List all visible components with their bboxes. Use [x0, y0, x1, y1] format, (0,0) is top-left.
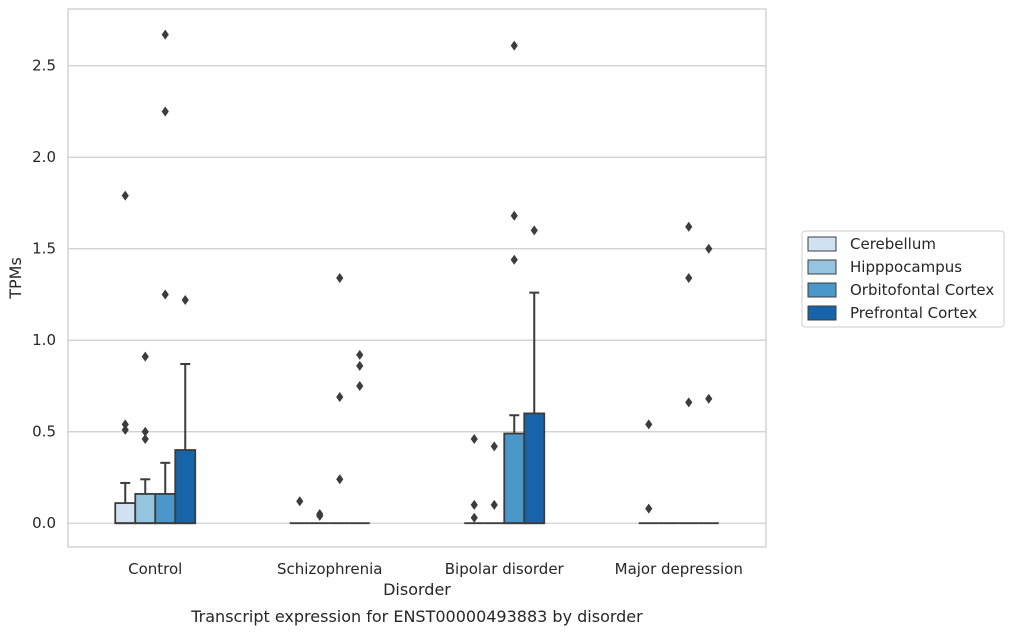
legend-item: Hipppocampus: [807, 258, 962, 276]
box: [678, 221, 699, 525]
y-tick-label: 0.5: [32, 423, 56, 441]
box: [698, 243, 719, 525]
plot-frame: [67, 8, 767, 548]
y-tick-label: 1.5: [32, 240, 56, 258]
outlier-point: [121, 419, 129, 430]
box-body: [523, 412, 546, 525]
legend-label: Orbitofontal Cortex: [850, 281, 994, 299]
x-tick-label: Control: [128, 560, 182, 578]
legend-swatch: [807, 236, 837, 252]
outlier-point: [685, 273, 693, 283]
box: [174, 294, 197, 525]
box: [114, 190, 137, 525]
outlier-point: [141, 426, 149, 437]
outlier-point: [336, 391, 344, 402]
legend-item: Orbitofontal Cortex: [807, 281, 994, 299]
y-tick-label: 1.0: [32, 331, 56, 349]
box: [464, 434, 485, 525]
category-group: [289, 273, 370, 525]
outlier-point: [490, 441, 498, 452]
legend-swatch: [807, 282, 837, 298]
box: [484, 441, 505, 525]
box-body: [154, 493, 177, 525]
outlier-point: [490, 499, 498, 510]
outlier-point: [161, 29, 169, 40]
outlier-point: [141, 434, 149, 445]
outlier-point: [336, 273, 344, 283]
outlier-point: [470, 499, 478, 510]
outlier-point: [121, 424, 129, 435]
box: [329, 273, 350, 525]
legend-swatch: [807, 259, 837, 275]
category-group: [114, 29, 197, 525]
box: [523, 225, 546, 525]
box: [134, 351, 157, 525]
outlier-point: [356, 380, 364, 391]
outlier-point: [336, 474, 344, 485]
legend-frame: [801, 230, 1005, 328]
outlier-point: [705, 393, 713, 404]
outlier-point: [705, 243, 713, 254]
chart-caption: Transcript expression for ENST0000049388…: [190, 607, 643, 626]
y-tick-label: 2.0: [32, 148, 56, 166]
y-tick-labels: 0.0 0.5 1.0 1.5 2.0 2.5: [32, 57, 56, 532]
outlier-point: [181, 294, 189, 305]
x-axis-label: Disorder: [383, 580, 451, 599]
outlier-point: [316, 509, 324, 520]
x-tick-label: Major depression: [615, 560, 743, 578]
box: [289, 496, 310, 525]
y-tick-label: 2.5: [32, 57, 56, 75]
outlier-point: [356, 360, 364, 371]
outlier-point: [161, 289, 169, 300]
outlier-point: [530, 225, 538, 236]
outlier-point: [645, 419, 653, 430]
box-body: [114, 502, 137, 525]
outlier-point: [470, 512, 478, 523]
x-tick-label: Bipolar disorder: [445, 560, 565, 578]
category-group: [638, 221, 719, 525]
outlier-point: [161, 106, 169, 117]
box: [503, 40, 526, 525]
y-tick-label: 0.0: [32, 514, 56, 532]
legend-item: Prefrontal Cortex: [807, 304, 977, 322]
outlier-point: [645, 503, 653, 514]
outlier-point: [121, 190, 129, 201]
box-body: [134, 493, 157, 525]
legend-label: Hipppocampus: [850, 258, 962, 276]
box-body: [503, 432, 526, 525]
box-groups: [114, 29, 719, 525]
box: [154, 29, 177, 525]
outlier-point: [510, 254, 518, 265]
box: [638, 419, 659, 525]
y-axis-label: TPMs: [6, 257, 25, 300]
legend: Cerebellum Hipppocampus Orbitofontal Corte…: [801, 230, 1005, 328]
legend-swatch: [807, 305, 837, 321]
outlier-point: [296, 496, 304, 507]
outlier-point: [141, 351, 149, 362]
category-group: [464, 40, 546, 525]
outlier-point: [685, 221, 693, 232]
x-tick-label: Schizophrenia: [277, 560, 382, 578]
outlier-point: [510, 40, 518, 51]
x-tick-labels: Control Schizophrenia Bipolar disorder Majo…: [128, 560, 743, 578]
outlier-point: [356, 349, 364, 360]
box-body: [174, 449, 197, 525]
legend-label: Prefrontal Cortex: [850, 304, 977, 322]
outlier-point: [510, 210, 518, 221]
box: [309, 509, 330, 525]
legend-label: Cerebellum: [850, 235, 936, 253]
legend-item: Cerebellum: [807, 235, 936, 253]
outlier-point: [470, 434, 478, 445]
box: [349, 349, 370, 525]
outlier-point: [685, 397, 693, 408]
